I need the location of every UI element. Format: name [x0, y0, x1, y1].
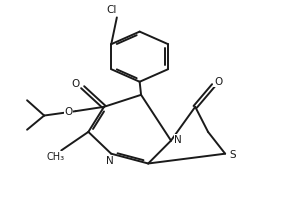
Text: O: O: [72, 79, 80, 89]
Text: S: S: [229, 150, 236, 160]
Text: Cl: Cl: [106, 5, 116, 15]
Text: N: N: [174, 135, 182, 145]
Text: O: O: [214, 77, 222, 87]
Text: CH₃: CH₃: [46, 152, 65, 162]
Text: N: N: [106, 156, 114, 166]
Text: O: O: [64, 107, 72, 117]
